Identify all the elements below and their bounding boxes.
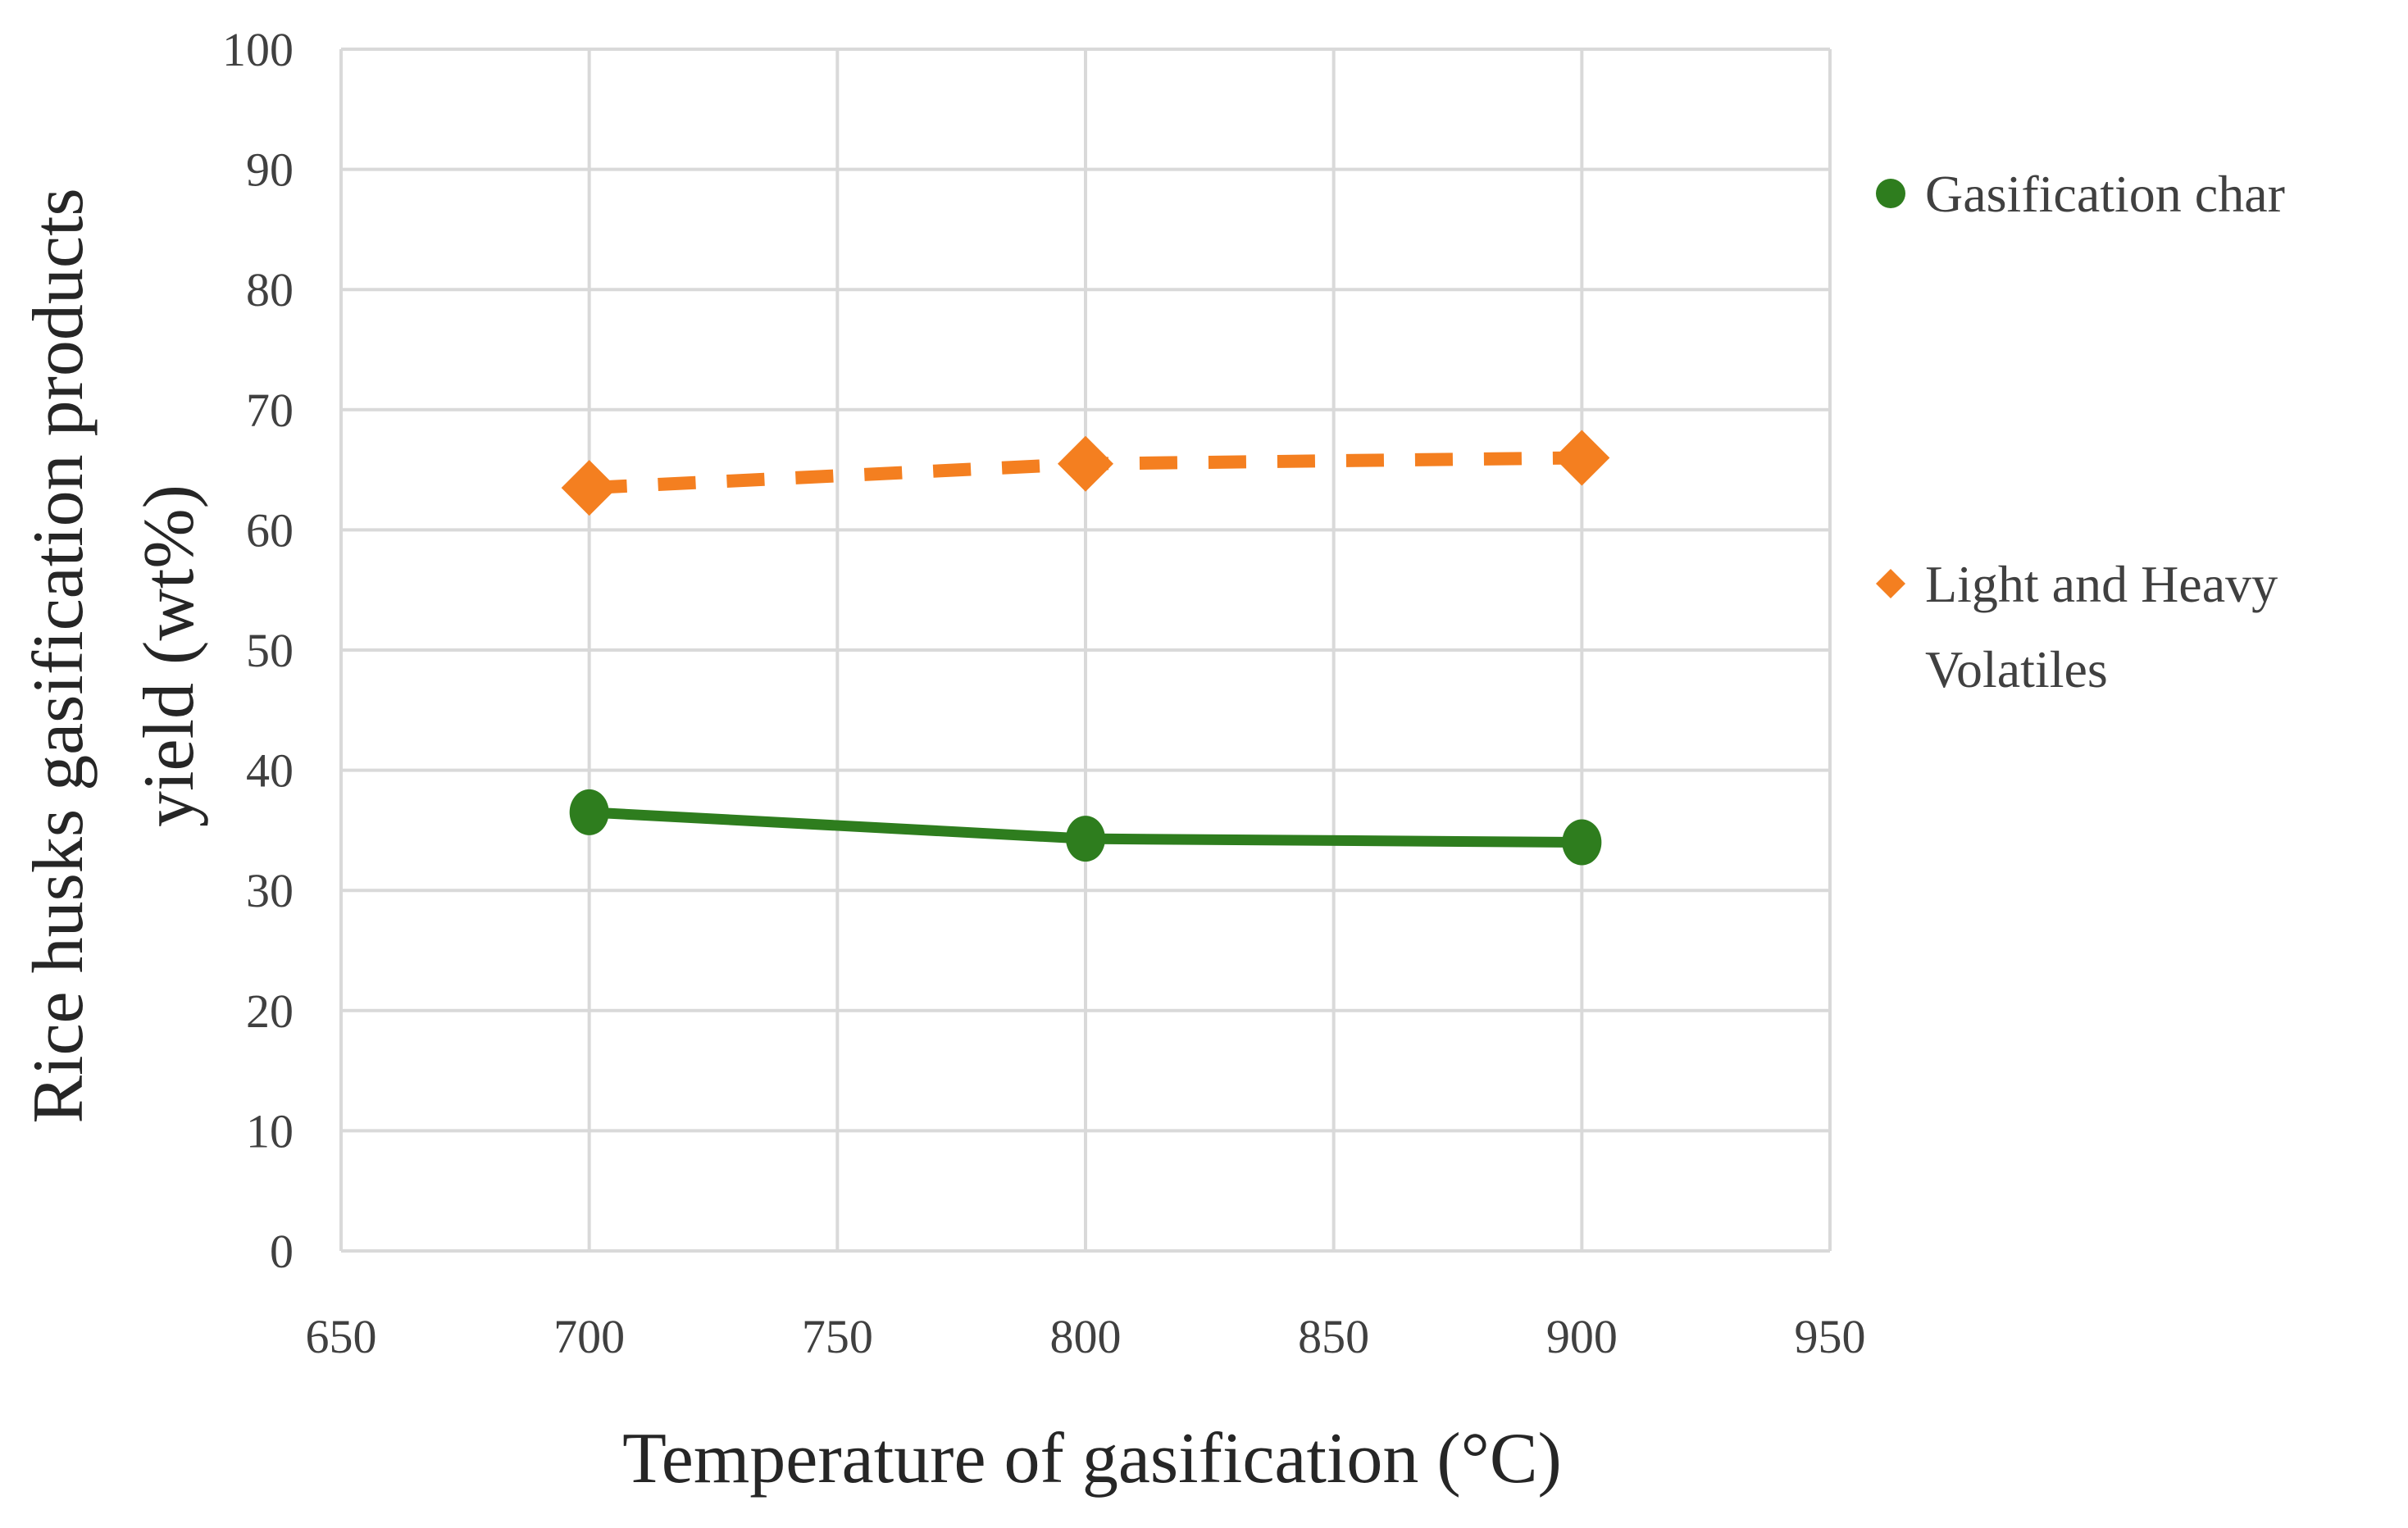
legend-item-0: Gasification char (1876, 165, 2285, 223)
series-0 (569, 789, 1602, 866)
x-tick-label: 650 (306, 1310, 377, 1363)
y-axis-title-line-2: yield (wt%) (130, 484, 209, 827)
y-axis-title-2: yield (wt%) (130, 484, 209, 827)
y-tick-label: 70 (246, 384, 294, 437)
x-tick-label: 950 (1795, 1310, 1866, 1363)
y-tick-label: 90 (246, 143, 294, 197)
legend-marker (1876, 569, 1905, 598)
y-axis-title: Rice husks gasification products (19, 188, 98, 1123)
data-point (561, 460, 617, 516)
x-tick-label: 750 (802, 1310, 873, 1363)
legend-marker (1876, 179, 1905, 208)
data-point (1066, 816, 1105, 862)
y-tick-label: 80 (246, 263, 294, 316)
legend-label: Volatiles (1925, 640, 2108, 698)
legend-item-1: Light and Heavy Volatiles (1876, 555, 2278, 698)
series (561, 430, 1610, 866)
x-tick-label: 800 (1050, 1310, 1122, 1363)
x-tick-label: 850 (1298, 1310, 1369, 1363)
y-axis-title-line-1: Rice husks gasification products (19, 188, 98, 1123)
grid (339, 48, 1832, 1253)
y-tick-label: 40 (246, 744, 294, 798)
legend-label: Gasification char (1925, 165, 2285, 223)
y-tick-label: 10 (246, 1104, 294, 1157)
x-axis-title: Temperature of gasification (°C) (622, 1419, 1562, 1498)
y-tick-label: 100 (222, 23, 294, 76)
data-point (569, 789, 609, 835)
y-tick-label: 50 (246, 624, 294, 677)
y-axis-ticks: 0 10 20 30 40 50 60 70 80 90 100 (222, 23, 294, 1278)
y-tick-label: 0 (270, 1225, 294, 1278)
x-tick-label: 900 (1546, 1310, 1618, 1363)
x-axis-ticks: 650 700 750 800 850 900 950 (306, 1310, 1866, 1363)
x-tick-label: 700 (553, 1310, 625, 1363)
legend-label: Light and Heavy (1925, 555, 2278, 613)
data-point (1554, 430, 1610, 486)
y-tick-label: 60 (246, 503, 294, 557)
series-1 (561, 430, 1610, 516)
data-point (1058, 435, 1113, 492)
legend: Gasification char Light and Heavy Volatile… (1876, 165, 2285, 698)
y-tick-label: 20 (246, 985, 294, 1038)
y-tick-label: 30 (246, 864, 294, 917)
data-point (1562, 819, 1602, 866)
